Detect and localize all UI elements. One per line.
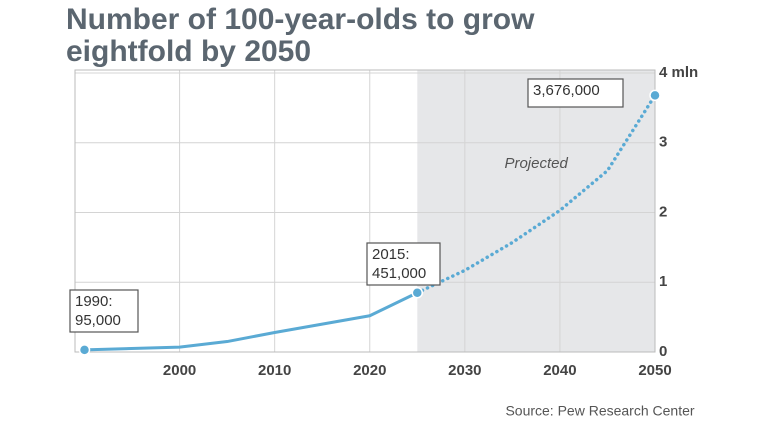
annotation-box	[69, 289, 139, 333]
x-tick-label: 2020	[353, 362, 386, 379]
x-tick-label: 2000	[163, 362, 196, 379]
annotation-box	[527, 78, 624, 108]
grid-layer	[75, 70, 656, 352]
y-tick-label: 1	[659, 273, 667, 290]
y-tick-label: 4 mln	[659, 64, 698, 81]
annotation-text: 95,000	[75, 312, 121, 329]
annotation-box	[366, 242, 441, 286]
point-marker	[649, 89, 661, 102]
y-tick-label: 0	[659, 343, 667, 360]
annotation-text: 3,676,000	[533, 82, 600, 99]
plot-frame	[74, 69, 656, 353]
marks-layer	[78, 89, 661, 356]
x-tick-label: 2010	[258, 362, 291, 379]
y-tick-label: 2	[659, 203, 667, 220]
projected-label: Projected	[504, 155, 568, 172]
x-tick-label: 2050	[638, 362, 671, 379]
projected-region	[417, 70, 655, 352]
point-marker	[411, 286, 424, 299]
background-layer	[417, 70, 655, 352]
x-tick-label: 2030	[448, 362, 481, 379]
series-line	[415, 93, 657, 295]
annotation-text: 2015:	[372, 246, 410, 263]
annotation-text: 1990:	[75, 293, 113, 310]
source: Source: Pew Research Center	[505, 403, 694, 419]
y-tick-label: 3	[659, 134, 667, 151]
annotation-text: 451,000	[372, 265, 426, 282]
labels-layer: Projected 0 1 2 3 4 mln 2000 2010 2020 2030 2040 20…	[69, 64, 698, 379]
x-tick-label: 2040	[543, 362, 576, 379]
series-line	[84, 291, 418, 352]
chart-title: Number of 100-year-olds to grow eightfol…	[66, 3, 535, 68]
point-marker	[78, 344, 91, 356]
